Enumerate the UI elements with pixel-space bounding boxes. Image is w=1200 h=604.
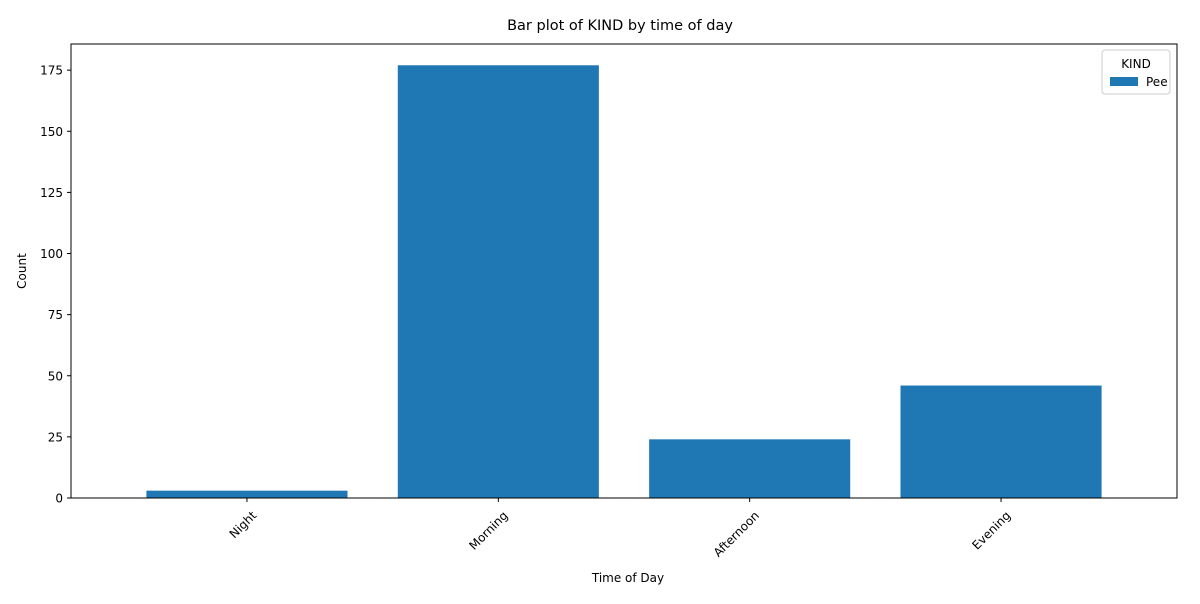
legend-label-pee: Pee <box>1146 75 1168 89</box>
bars-layer <box>146 65 1102 499</box>
x-axis-label: Time of Day <box>591 571 664 585</box>
plot-area-frame <box>70 43 1178 499</box>
x-axis: Night Morning Afternoon Evening <box>227 498 1013 560</box>
legend: KIND Pee <box>1101 49 1171 95</box>
y-tick-label: 175 <box>40 64 63 78</box>
y-axis-label: Count <box>15 253 29 289</box>
y-tick-label: 150 <box>40 125 63 139</box>
x-tick-label: Evening <box>969 508 1013 552</box>
bar-morning <box>397 65 599 499</box>
bar-evening <box>900 385 1102 498</box>
legend-title: KIND <box>1121 57 1151 71</box>
legend-swatch-pee <box>1110 77 1138 86</box>
y-tick-label: 75 <box>48 308 63 322</box>
x-tick-label: Night <box>227 508 260 541</box>
x-tick-label: Afternoon <box>711 508 762 559</box>
bar-afternoon <box>649 439 851 498</box>
chart-title: Bar plot of KIND by time of day <box>507 18 733 34</box>
y-axis: 0 25 50 75 100 125 150 175 <box>40 64 71 506</box>
y-tick-label: 100 <box>40 247 63 261</box>
y-tick-label: 125 <box>40 186 63 200</box>
x-tick-label: Morning <box>466 508 510 552</box>
bar-night <box>146 490 348 498</box>
y-tick-label: 0 <box>55 492 63 506</box>
y-tick-label: 50 <box>48 369 63 383</box>
y-tick-label: 25 <box>48 430 63 444</box>
